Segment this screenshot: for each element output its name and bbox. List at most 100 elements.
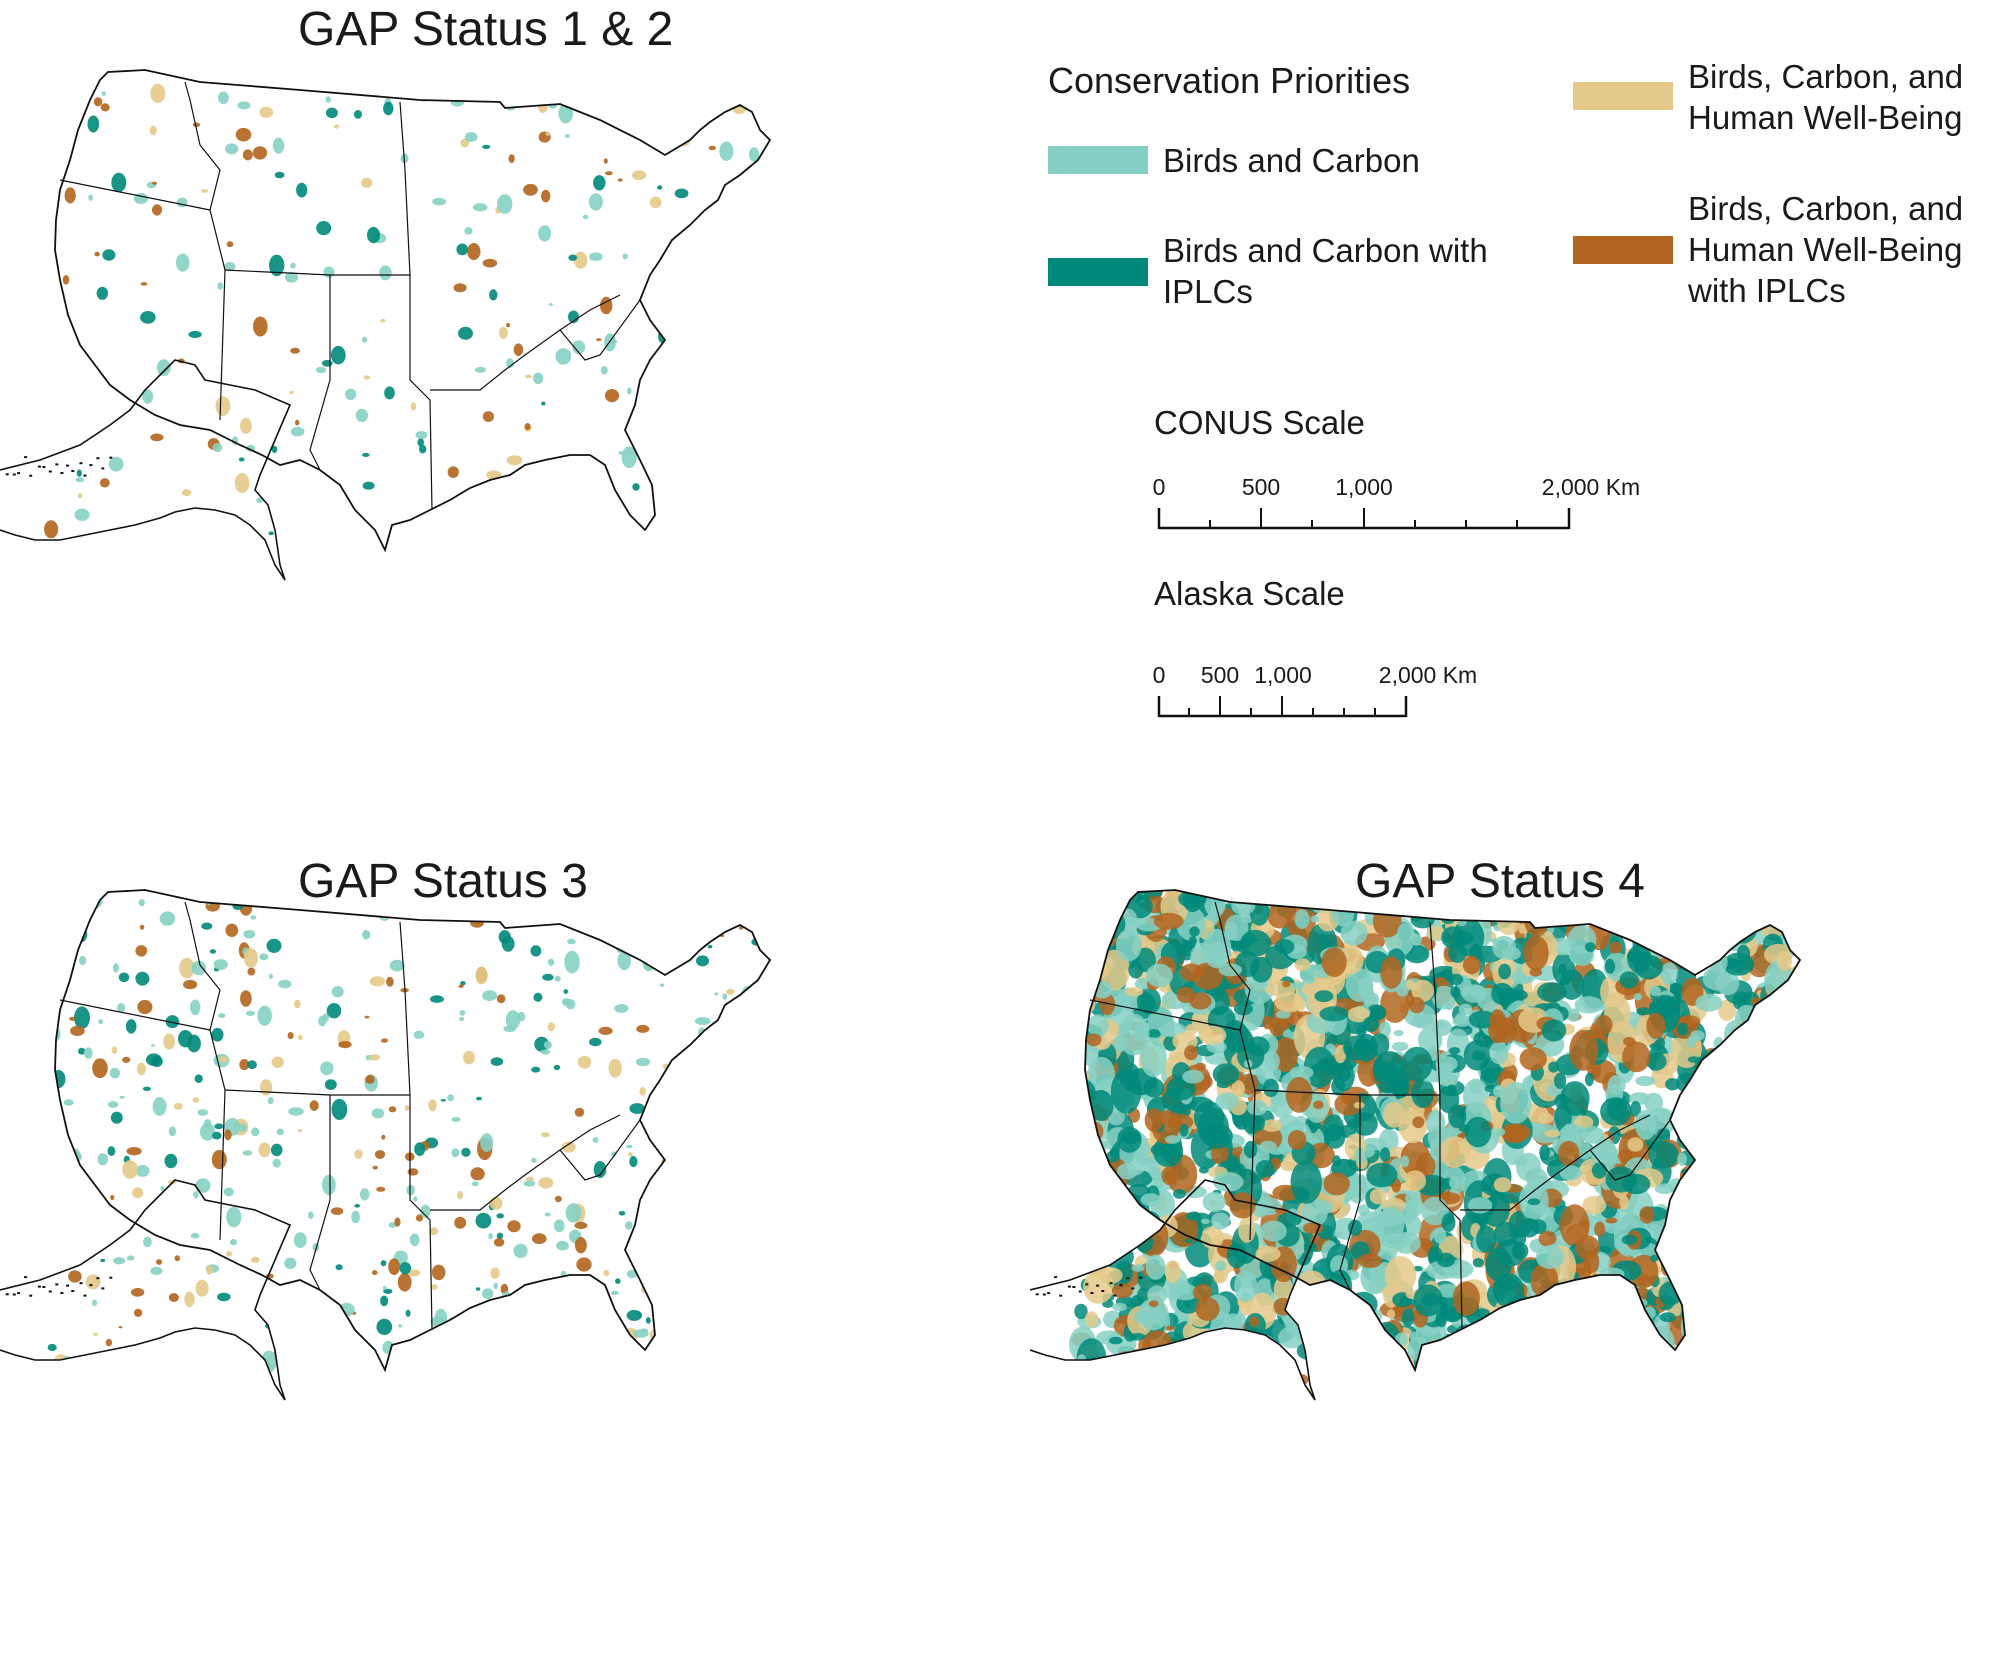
priority-patch — [1785, 1211, 1800, 1227]
priority-patch — [1741, 1038, 1765, 1071]
priority-patch — [1655, 1345, 1686, 1374]
priority-patch — [1748, 1222, 1773, 1259]
priority-patch — [1124, 1219, 1148, 1240]
priority-patch — [1541, 890, 1551, 895]
priority-patch — [582, 214, 589, 220]
priority-patch — [68, 537, 75, 545]
priority-patch — [1511, 1318, 1533, 1350]
priority-patch — [1516, 1152, 1541, 1182]
priority-patch — [1544, 1129, 1560, 1138]
priority-patch — [1719, 1222, 1729, 1233]
priority-patch — [1112, 1353, 1129, 1374]
priority-patch — [1765, 1373, 1792, 1397]
priority-patch — [1741, 1319, 1761, 1345]
priority-patch — [1708, 1280, 1725, 1292]
priority-patch — [1100, 1194, 1128, 1229]
priority-patch — [759, 1111, 770, 1126]
priority-patch — [507, 1220, 521, 1233]
priority-patch — [50, 336, 59, 343]
priority-patch — [493, 1282, 498, 1290]
aleutian-island — [48, 1290, 52, 1293]
priority-patch — [688, 1389, 702, 1400]
priority-patch — [151, 1056, 163, 1067]
priority-patch — [406, 1184, 415, 1196]
priority-patch — [1541, 1330, 1571, 1355]
priority-patch — [1389, 899, 1407, 910]
priority-patch — [644, 97, 660, 116]
priority-patch — [475, 967, 488, 985]
priority-patch — [83, 1047, 93, 1059]
priority-patch — [1294, 909, 1310, 929]
priority-patch — [1604, 958, 1616, 974]
priority-patch — [1686, 1242, 1703, 1253]
aleutian-island — [55, 1283, 59, 1286]
legend-label-birds-carbon-iplc: Birds and Carbon with IPLCs — [1163, 232, 1488, 310]
priority-patch — [1741, 1088, 1763, 1105]
priority-patch — [183, 979, 198, 990]
state-border — [430, 1114, 621, 1211]
panel-title-gap-4: GAP Status 4 — [1355, 855, 1645, 908]
priority-patch — [1685, 923, 1703, 938]
priority-patch — [629, 1103, 645, 1114]
priority-patch — [409, 1233, 420, 1247]
priority-patch — [1715, 1092, 1748, 1130]
priority-patch — [1070, 1366, 1093, 1394]
priority-patch — [1282, 980, 1291, 988]
priority-patch — [672, 1384, 688, 1397]
priority-patch — [1728, 1220, 1752, 1235]
priority-patch — [1729, 1283, 1749, 1297]
priority-patch — [632, 1370, 647, 1381]
priority-patch — [1698, 895, 1722, 917]
priority-patch — [1240, 1349, 1266, 1373]
priority-patch — [1739, 1098, 1759, 1122]
priority-patch — [271, 445, 278, 454]
priority-patch — [1600, 914, 1621, 930]
priority-patch — [1303, 1046, 1336, 1088]
priority-patch — [1203, 1124, 1233, 1149]
priority-patch — [523, 1180, 536, 1187]
priority-patch — [480, 499, 496, 510]
priority-patch — [1627, 944, 1652, 974]
priority-patch — [1313, 1100, 1324, 1110]
priority-patch — [101, 91, 106, 96]
priority-patch — [753, 216, 768, 238]
priority-patch — [212, 443, 223, 453]
priority-patch — [1730, 1350, 1754, 1366]
priority-patch — [1142, 1383, 1163, 1397]
priority-patch — [85, 1274, 101, 1290]
priority-patch — [142, 389, 154, 404]
priority-patch — [1161, 1166, 1179, 1186]
priority-patch — [165, 1015, 180, 1029]
priority-patch — [248, 890, 261, 899]
priority-patch — [1781, 1333, 1792, 1340]
priority-patch — [1643, 926, 1666, 950]
priority-patch — [658, 268, 668, 283]
state-border — [1360, 1094, 1463, 1331]
priority-patch — [631, 1355, 644, 1374]
priority-patch — [456, 243, 469, 256]
priority-patch — [541, 189, 551, 203]
priority-patch — [622, 253, 628, 260]
aleutian-island — [29, 474, 33, 477]
priority-patch — [1115, 929, 1142, 962]
priority-patch — [762, 1130, 770, 1138]
priority-patch — [1437, 1393, 1449, 1400]
priority-patch — [412, 910, 422, 919]
priority-patch — [190, 999, 201, 1016]
priority-patch — [150, 83, 166, 103]
priority-patch — [593, 175, 606, 191]
priority-patch — [687, 936, 693, 940]
priority-patch — [125, 1019, 137, 1034]
priority-patch — [1332, 1155, 1341, 1167]
priority-patch — [1552, 1287, 1568, 1295]
aleutian-island — [1042, 1293, 1046, 1296]
priority-patch — [1265, 980, 1296, 997]
priority-patch — [1609, 892, 1641, 919]
priority-patch — [1093, 895, 1115, 909]
priority-patch — [271, 1056, 284, 1068]
priority-patch — [1505, 1316, 1534, 1341]
aleutian-island — [1072, 1286, 1076, 1288]
priority-patch — [256, 497, 264, 504]
priority-patch — [339, 564, 344, 570]
priority-patch — [1627, 1137, 1644, 1152]
